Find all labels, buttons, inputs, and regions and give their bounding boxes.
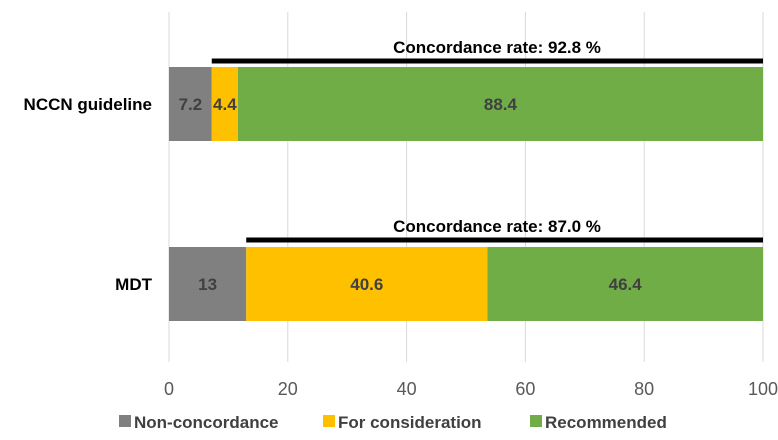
data-label-nccn-guideline-for-consideration: 4.4 — [213, 95, 237, 114]
bar-nccn-guideline-non-concordance — [169, 67, 212, 141]
category-label-mdt: MDT — [115, 275, 152, 294]
x-tick-label-0: 0 — [164, 379, 174, 399]
legend-swatch-recommended — [530, 415, 542, 427]
data-label-nccn-guideline-non-concordance: 7.2 — [179, 95, 203, 114]
concordance-annotations: Concordance rate: 92.8 % Concordance rate… — [211, 38, 763, 243]
x-tick-label-100: 100 — [748, 379, 778, 399]
concordance-label-mdt: Concordance rate: 87.0 % — [393, 217, 601, 236]
category-labels: NCCN guideline MDT — [24, 95, 153, 294]
legend-swatch-for-consideration — [323, 415, 335, 427]
bar-nccn-guideline-for-consideration — [211, 67, 238, 141]
bar-mdt-non-concordance — [169, 247, 247, 321]
x-axis: 0 20 40 60 80 100 — [164, 379, 778, 399]
x-tick-label-80: 80 — [634, 379, 654, 399]
bar-mdt-for-consideration — [246, 247, 488, 321]
data-label-nccn-guideline-recommended: 88.4 — [484, 95, 518, 114]
legend-label-recommended: Recommended — [545, 413, 667, 432]
legend-label-for-consideration: For consideration — [338, 413, 482, 432]
bars: 7.2 4.4 88.4 13 40.6 46.4 — [169, 67, 764, 321]
x-tick-label-20: 20 — [278, 379, 298, 399]
concordance-label-nccn-guideline: Concordance rate: 92.8 % — [393, 38, 601, 57]
data-label-mdt-for-consideration: 40.6 — [350, 275, 383, 294]
bar-mdt-recommended — [487, 247, 763, 321]
category-label-nccn-guideline: NCCN guideline — [24, 95, 152, 114]
legend-label-non-concordance: Non-concordance — [134, 413, 279, 432]
x-tick-label-40: 40 — [397, 379, 417, 399]
legend-swatch-non-concordance — [119, 415, 131, 427]
data-label-mdt-recommended: 46.4 — [609, 275, 643, 294]
legend: Non-concordance For consideration Recommen… — [119, 413, 667, 432]
x-tick-label-60: 60 — [515, 379, 535, 399]
bar-nccn-guideline-recommended — [237, 67, 764, 141]
data-label-mdt-non-concordance: 13 — [198, 275, 217, 294]
